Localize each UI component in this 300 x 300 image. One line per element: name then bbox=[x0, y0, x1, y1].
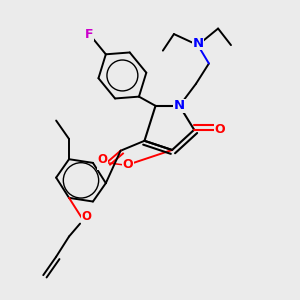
Text: H: H bbox=[97, 156, 107, 170]
Text: N: N bbox=[192, 37, 203, 50]
Text: O: O bbox=[97, 153, 107, 167]
Text: F: F bbox=[85, 28, 94, 40]
Text: O: O bbox=[214, 123, 225, 136]
Text: O: O bbox=[81, 210, 91, 223]
Text: O: O bbox=[123, 158, 133, 171]
Text: N: N bbox=[174, 99, 185, 112]
